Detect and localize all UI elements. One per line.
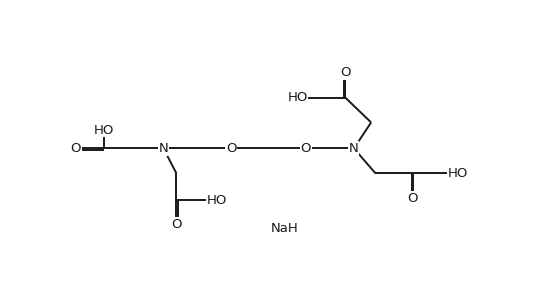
Text: O: O <box>340 66 350 79</box>
Text: N: N <box>349 142 359 155</box>
Text: HO: HO <box>448 167 468 180</box>
Text: O: O <box>171 217 182 231</box>
Text: HO: HO <box>94 124 114 137</box>
Text: HO: HO <box>287 91 308 104</box>
Text: HO: HO <box>206 194 227 207</box>
Text: O: O <box>407 192 418 205</box>
Text: O: O <box>300 142 311 155</box>
Text: N: N <box>158 142 168 155</box>
Text: NaH: NaH <box>271 222 299 235</box>
Text: O: O <box>71 142 81 155</box>
Text: O: O <box>226 142 236 155</box>
